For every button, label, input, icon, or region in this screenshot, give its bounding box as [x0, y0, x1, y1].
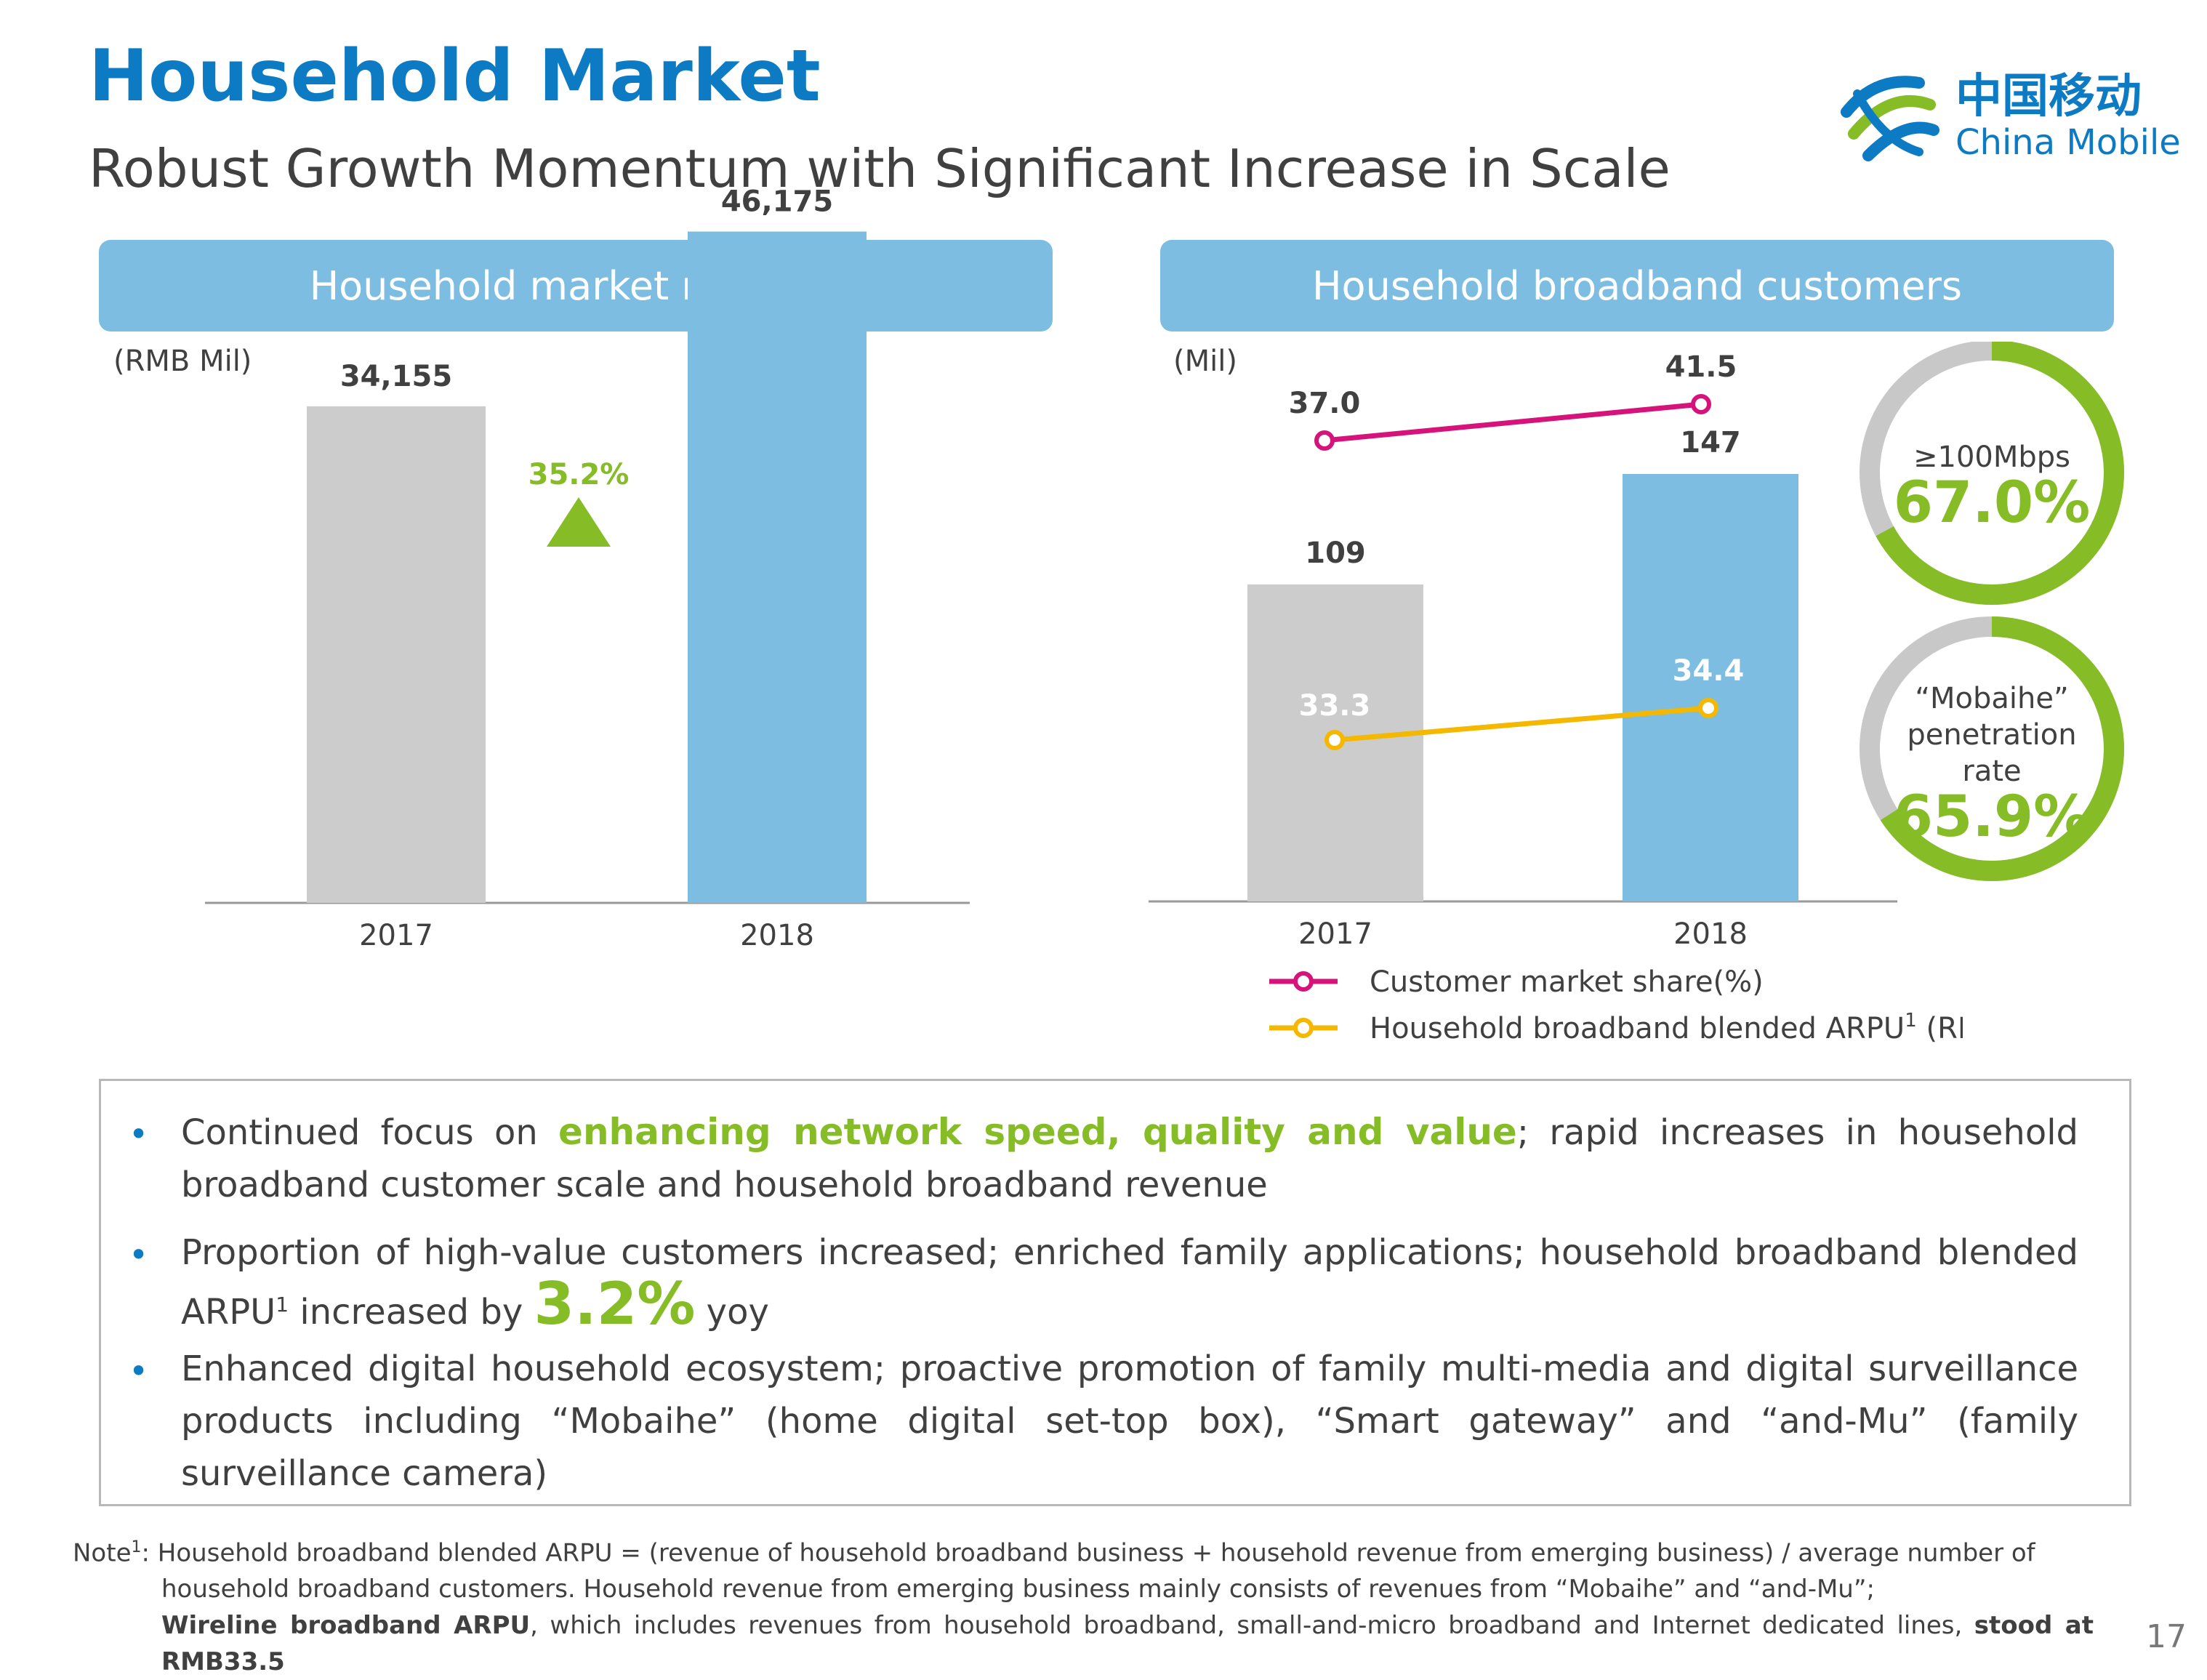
donut-100mbps-arc: [1860, 342, 2124, 605]
bar-2018: [688, 231, 867, 903]
revenue-unit-label: (RMB Mil): [113, 345, 252, 378]
bar-value-label-2018: 46,175: [721, 185, 833, 219]
donut-100mbps-value: 67.0%: [1894, 470, 2091, 536]
x-tick-2017: 2017: [359, 919, 433, 952]
page-number: 17: [2146, 1618, 2187, 1655]
arpu-point-2018: [1698, 698, 1718, 718]
bullet-1: Continued focus on enhancing network spe…: [181, 1111, 2079, 1205]
logo-chinese-text: 中国移动: [1955, 70, 2142, 124]
donut-gauges: ≥100Mbps 67.0% “Mobaihe” penetration rat…: [1860, 342, 2124, 881]
x-tick-2018: 2018: [740, 919, 814, 952]
key-points-box: • Continued focus on enhancing network s…: [99, 1079, 2131, 1506]
arpu-line: [1334, 705, 1709, 743]
broadband-unit-label: (Mil): [1173, 345, 1237, 378]
x-tick-2018: 2018: [1673, 917, 1748, 951]
arpu-point-2017: [1324, 730, 1345, 750]
bullet-dot-icon: •: [129, 1235, 149, 1274]
donut-100mbps: ≥100Mbps 67.0%: [1860, 342, 2124, 605]
broadband-panel-header: Household broadband customers: [1160, 240, 2114, 331]
bar-2017: [307, 406, 486, 903]
donut-mobaihe-label-3: rate: [1962, 755, 2021, 788]
bar-value-label-2017: 34,155: [340, 360, 452, 393]
donut-mobaihe: “Mobaihe” penetration rate 65.9%: [1860, 616, 2124, 881]
legend-market-share-label: Customer market share(%): [1370, 965, 1764, 999]
x-tick-2017: 2017: [1298, 917, 1372, 951]
bar-2018: [1623, 474, 1798, 901]
bar-value-label-2018: 147: [1680, 426, 1741, 459]
donut-mobaihe-label-1: “Mobaihe”: [1915, 682, 2068, 715]
bullet-dot-icon: •: [129, 1351, 149, 1391]
page-title: Household Market: [89, 35, 821, 118]
market-share-point-2018: [1691, 394, 1711, 414]
revenue-bar-chart: 34,155 46,175 2017 2018 35.2%: [205, 185, 970, 952]
bullet-3: Enhanced digital household ecosystem; pr…: [181, 1349, 2078, 1494]
arpu-label-2018: 34.4: [1673, 654, 1745, 688]
growth-up-arrow-icon: [547, 497, 611, 547]
growth-label: 35.2%: [528, 458, 630, 491]
china-mobile-logo: 中国移动 China Mobile: [1832, 61, 2181, 170]
market-share-point-2017: [1314, 430, 1335, 451]
donut-mobaihe-label-2: penetration: [1907, 718, 2076, 752]
bullet-dot-icon: •: [129, 1114, 149, 1154]
donut-mobaihe-value: 65.9%: [1894, 784, 2091, 850]
donut-100mbps-label: ≥100Mbps: [1913, 441, 2070, 474]
market-share-label-2017: 37.0: [1289, 387, 1361, 420]
logo-english-text: China Mobile: [1955, 122, 2181, 163]
market-share-label-2018: 41.5: [1665, 350, 1737, 384]
footnote: Note1: Household broadband blended ARPU …: [73, 1538, 2094, 1677]
broadband-combo-chart: 109 147 2017 2018 37.0 41.5 33.3 34.4 Cu…: [1149, 350, 1963, 1045]
logo-mark-icon: 中国移动 China Mobile: [1841, 70, 2181, 163]
page-subtitle: Robust Growth Momentum with Significant …: [89, 138, 1671, 199]
bullet-2: Proportion of high-value customers incre…: [181, 1232, 2078, 1338]
arpu-label-2017: 33.3: [1299, 689, 1371, 723]
market-share-line: [1324, 401, 1702, 443]
legend-arpu-label: Household broadband blended ARPU1 (RMB): [1370, 1010, 1963, 1045]
donut-mobaihe-arc: [1860, 616, 2124, 881]
bar-value-label-2017: 109: [1305, 536, 1366, 570]
